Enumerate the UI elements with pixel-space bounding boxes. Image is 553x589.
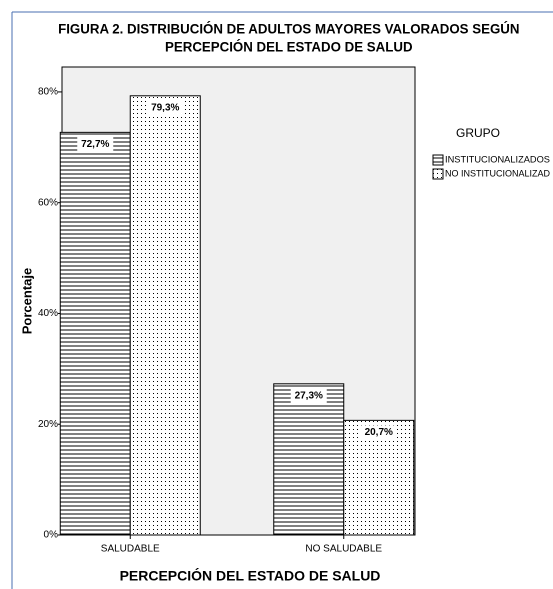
legend-title: GRUPO [456,126,500,140]
x-tick-label: SALUDABLE [101,544,160,555]
legend-swatch [432,154,444,166]
y-tick-label: 80% [38,87,58,98]
y-tick-label: 0% [44,530,59,541]
value-label: 72,7% [81,139,109,150]
x-axis-label: PERCEPCIÓN DEL ESTADO DE SALUD [120,567,381,584]
bar [59,131,131,536]
bar [273,383,345,536]
y-tick-label: 60% [38,197,58,208]
y-tick-label: 40% [38,308,58,319]
legend-label: INSTITUCIONALIZADOS [445,155,550,166]
value-label: 79,3% [151,102,179,113]
value-label: 27,3% [295,390,323,401]
value-label-box [290,388,327,403]
chart-title: PERCEPCIÓN DEL ESTADO DE SALUD [165,39,413,54]
bar [129,95,201,536]
value-label-box [360,425,397,440]
legend-label: NO INSTITUCIONALIZAD [445,169,550,180]
value-label-box [77,137,114,152]
x-tick-label: NO SALUDABLE [305,544,382,555]
chart-title: FIGURA 2. DISTRIBUCIÓN DE ADULTOS MAYORE… [58,21,519,36]
legend-swatch [432,168,444,180]
y-tick-label: 20% [38,419,58,430]
value-label: 20,7% [365,427,393,438]
bar [343,419,415,536]
y-axis-label: Porcentaje [19,268,34,334]
value-label-box [147,100,184,115]
